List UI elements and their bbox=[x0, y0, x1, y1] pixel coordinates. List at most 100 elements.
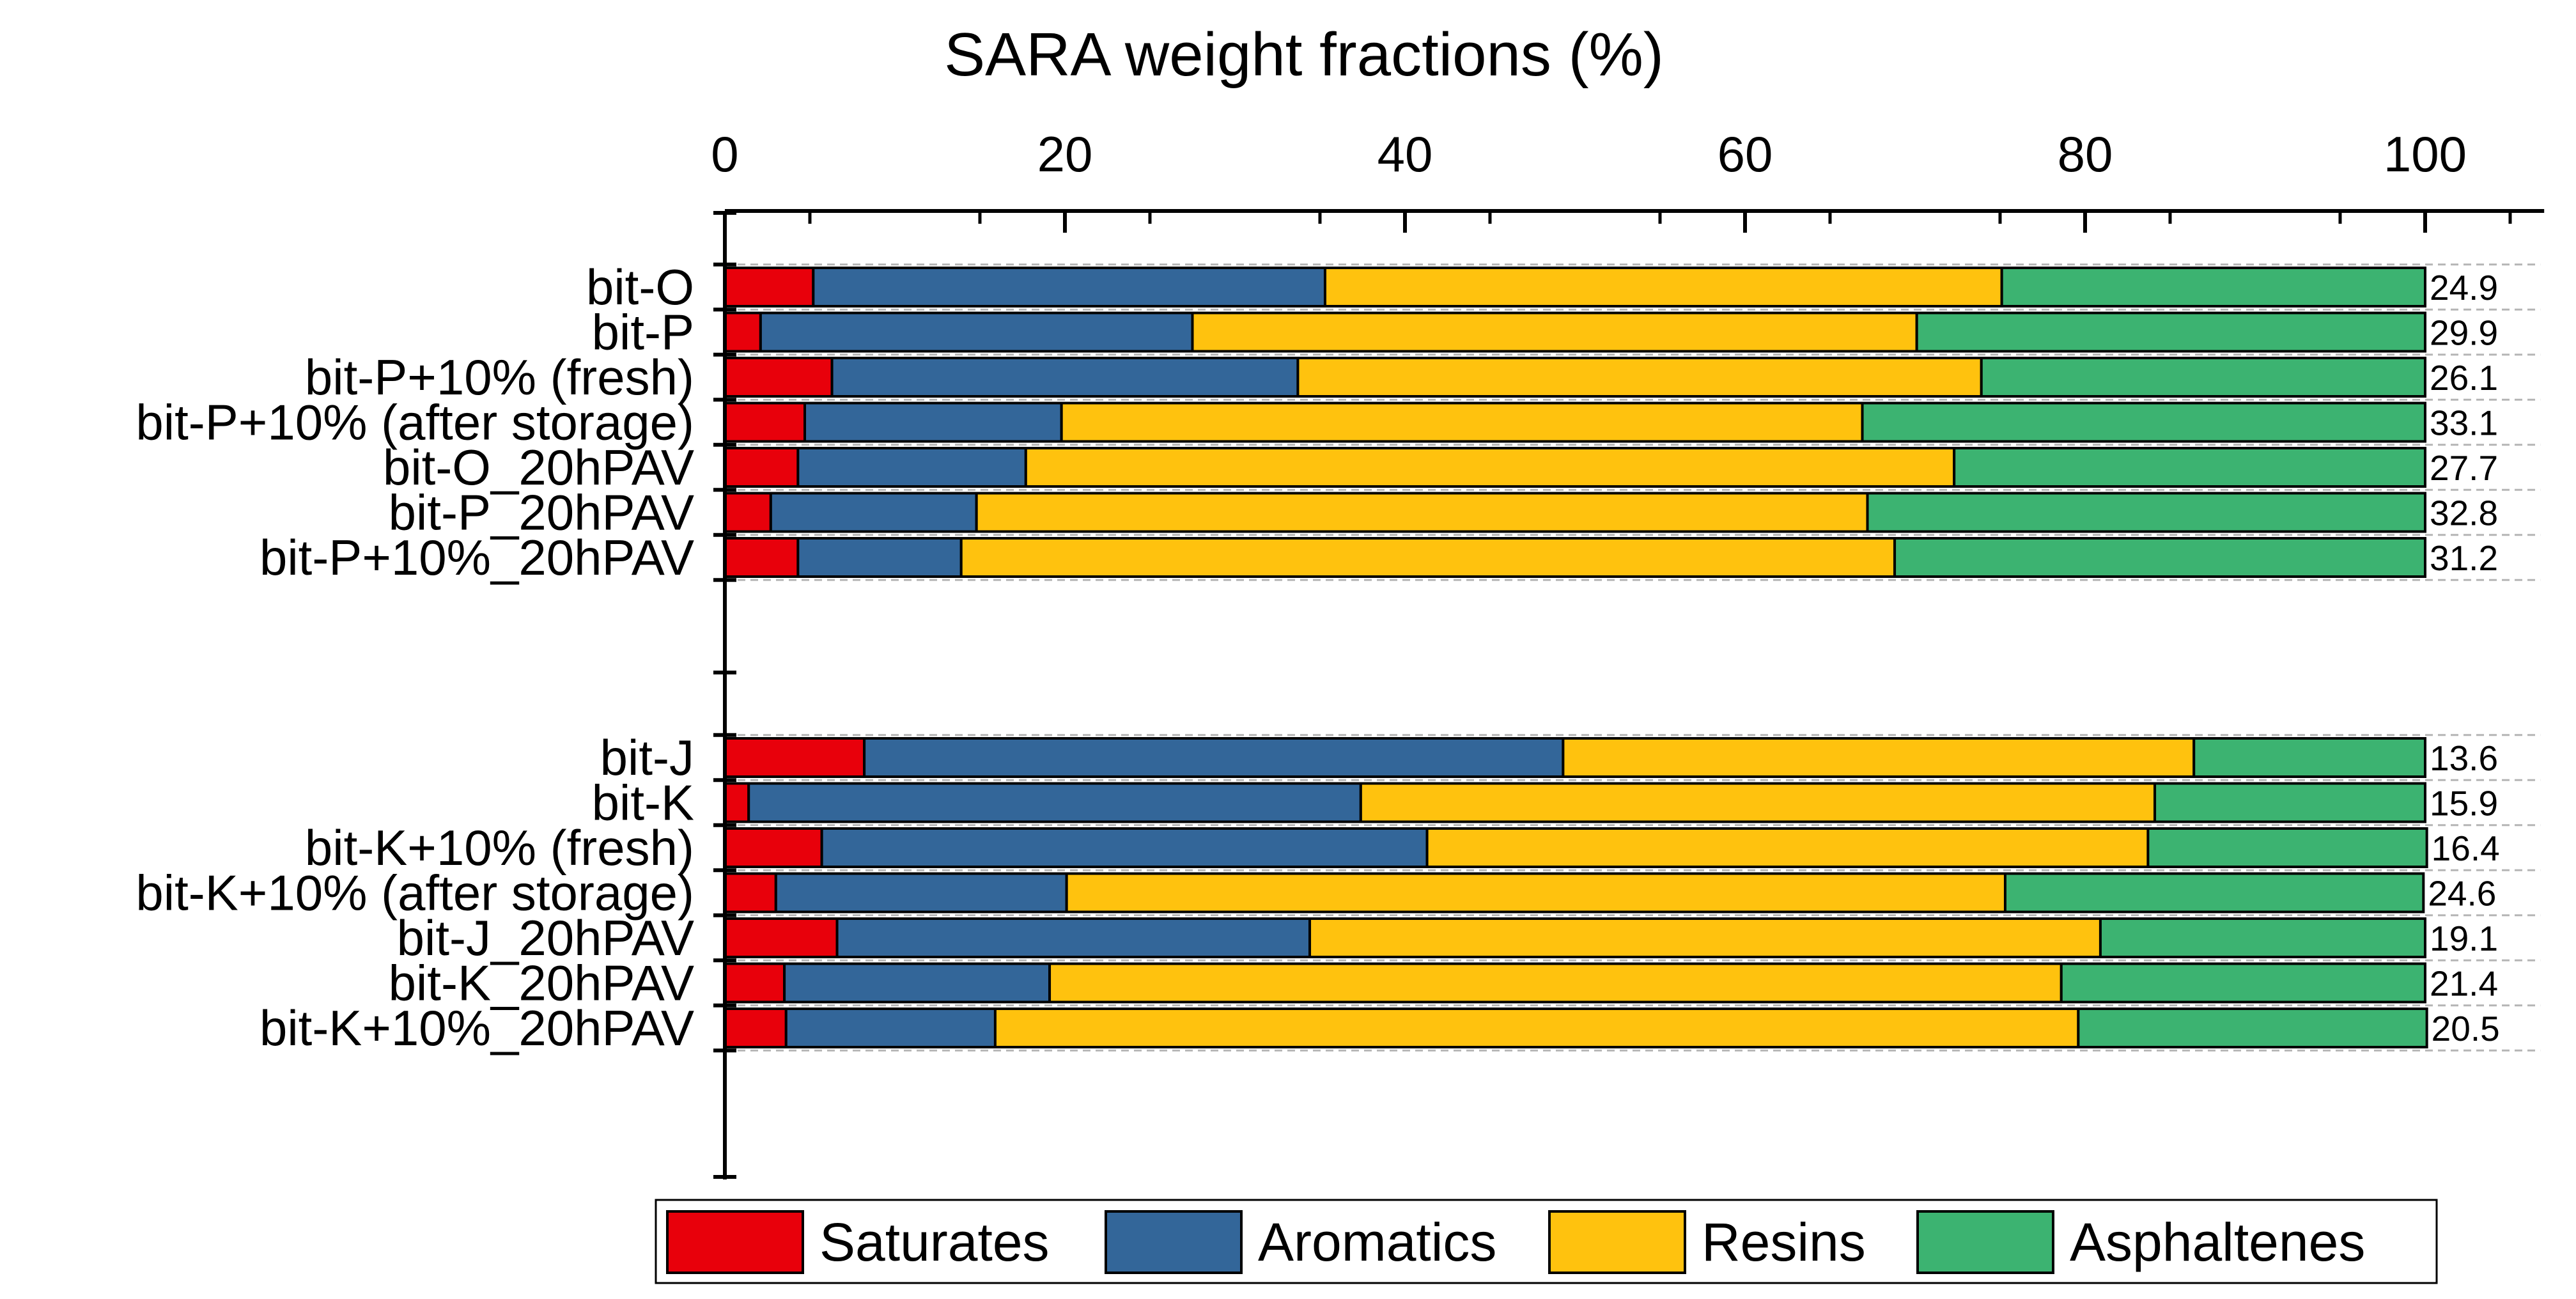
category-label: bit-P+10% (fresh) bbox=[305, 349, 694, 405]
legend-label-aromatics: Aromatics bbox=[1258, 1212, 1496, 1272]
value-label: 26.1 bbox=[2430, 358, 2498, 398]
value-label-background bbox=[2428, 447, 2500, 488]
bar-resins bbox=[1296, 357, 1983, 398]
bar-asphaltenes bbox=[1980, 357, 2426, 398]
bar-saturates bbox=[724, 962, 786, 1004]
bar-aromatics bbox=[769, 492, 978, 533]
legend-label-resins: Resins bbox=[1702, 1212, 1866, 1272]
value-label: 21.4 bbox=[2430, 964, 2498, 1004]
bar-saturates bbox=[724, 401, 807, 443]
legend-swatch-aromatics bbox=[1105, 1210, 1243, 1274]
value-label: 20.5 bbox=[2432, 1009, 2500, 1048]
category-label: bit-P+10%_20hPAV bbox=[260, 529, 694, 586]
legend-label-saturates: Saturates bbox=[819, 1212, 1050, 1272]
legend-label-asphaltenes: Asphaltenes bbox=[2070, 1212, 2365, 1272]
value-label: 24.9 bbox=[2430, 268, 2498, 307]
bar-asphaltenes bbox=[2060, 962, 2426, 1004]
bar-asphaltenes bbox=[2099, 917, 2426, 958]
value-label: 16.4 bbox=[2432, 828, 2500, 868]
bar-asphaltenes bbox=[1953, 447, 2426, 488]
value-label-background bbox=[2426, 873, 2498, 914]
bar-resins bbox=[1308, 917, 2102, 958]
bar-asphaltenes bbox=[2153, 782, 2427, 823]
bar-aromatics bbox=[759, 311, 1194, 353]
bar-aromatics bbox=[796, 447, 1027, 488]
bar-resins bbox=[1323, 267, 2003, 307]
value-label: 29.9 bbox=[2430, 313, 2498, 353]
bar-saturates bbox=[724, 492, 772, 533]
value-label-background bbox=[2428, 492, 2500, 534]
category-label: bit-K_20hPAV bbox=[389, 955, 694, 1011]
bar-aromatics bbox=[835, 917, 1312, 958]
value-label: 32.8 bbox=[2430, 494, 2498, 533]
bar-resins bbox=[1425, 827, 2150, 868]
value-label: 15.9 bbox=[2430, 784, 2498, 823]
x-tick-label: 20 bbox=[1037, 126, 1093, 182]
bar-aromatics bbox=[783, 962, 1051, 1004]
value-label-background bbox=[2428, 402, 2500, 444]
value-label-background bbox=[2428, 738, 2500, 779]
bar-aromatics bbox=[774, 872, 1068, 914]
legend-box bbox=[655, 1199, 2438, 1284]
bar-saturates bbox=[724, 267, 815, 307]
bar-resins bbox=[1048, 962, 2063, 1004]
value-label-background bbox=[2428, 918, 2500, 959]
value-label: 24.6 bbox=[2428, 874, 2496, 914]
bar-aromatics bbox=[830, 357, 1300, 398]
category-label: bit-K+10%_20hPAV bbox=[260, 1000, 694, 1056]
bar-aromatics bbox=[812, 267, 1326, 307]
value-label-background bbox=[2428, 963, 2500, 1004]
x-tick-label: 80 bbox=[2058, 126, 2113, 182]
category-label: bit-J_20hPAV bbox=[397, 910, 694, 966]
legend-swatch-resins bbox=[1548, 1210, 1686, 1274]
value-label-background bbox=[2430, 828, 2501, 869]
chart-title: SARA weight fractions (%) bbox=[944, 20, 1664, 89]
bar-aromatics bbox=[796, 537, 963, 578]
category-label: bit-P+10% (after storage) bbox=[136, 394, 694, 451]
value-label: 19.1 bbox=[2430, 919, 2498, 958]
legend-swatch-saturates bbox=[666, 1210, 804, 1274]
bar-aromatics bbox=[820, 827, 1429, 868]
bar-asphaltenes bbox=[1915, 311, 2426, 353]
category-label: bit-P_20hPAV bbox=[389, 485, 694, 541]
bar-saturates bbox=[724, 737, 866, 778]
bar-asphaltenes bbox=[1893, 537, 2427, 578]
value-label-background bbox=[2428, 538, 2500, 579]
category-label: bit-P bbox=[592, 304, 694, 361]
bar-asphaltenes bbox=[2000, 267, 2426, 307]
bar-resins bbox=[1060, 401, 1864, 443]
category-label: bit-O bbox=[586, 259, 694, 315]
bar-resins bbox=[1065, 872, 2006, 914]
bar-aromatics bbox=[784, 1007, 997, 1048]
x-tick-label: 40 bbox=[1377, 126, 1433, 182]
bar-asphaltenes bbox=[2077, 1007, 2428, 1048]
category-label: bit-K bbox=[592, 775, 694, 831]
bar-saturates bbox=[724, 872, 777, 914]
bar-resins bbox=[1359, 782, 2157, 823]
value-label: 13.6 bbox=[2430, 738, 2498, 778]
x-tick-label: 60 bbox=[1718, 126, 1773, 182]
bar-aromatics bbox=[803, 401, 1063, 443]
bar-asphaltenes bbox=[2192, 737, 2426, 778]
bar-saturates bbox=[724, 782, 750, 823]
value-label-background bbox=[2428, 267, 2500, 308]
bar-saturates bbox=[724, 311, 762, 353]
bar-aromatics bbox=[747, 782, 1362, 823]
x-tick-label: 100 bbox=[2384, 126, 2467, 182]
category-label: bit-K+10% (after storage) bbox=[136, 865, 694, 921]
bar-aromatics bbox=[863, 737, 1565, 778]
value-label-background bbox=[2428, 312, 2500, 354]
value-label: 27.7 bbox=[2430, 448, 2498, 488]
legend-swatch-asphaltenes bbox=[1916, 1210, 2054, 1274]
bar-resins bbox=[993, 1007, 2080, 1048]
bar-resins bbox=[975, 492, 1869, 533]
bar-asphaltenes bbox=[2003, 872, 2425, 914]
bar-saturates bbox=[724, 537, 800, 578]
category-label: bit-K+10% (fresh) bbox=[305, 820, 694, 876]
category-label: bit-J bbox=[600, 729, 694, 786]
bar-resins bbox=[1191, 311, 1918, 353]
bar-saturates bbox=[724, 357, 834, 398]
bar-asphaltenes bbox=[2146, 827, 2428, 868]
value-label-background bbox=[2430, 1008, 2501, 1049]
